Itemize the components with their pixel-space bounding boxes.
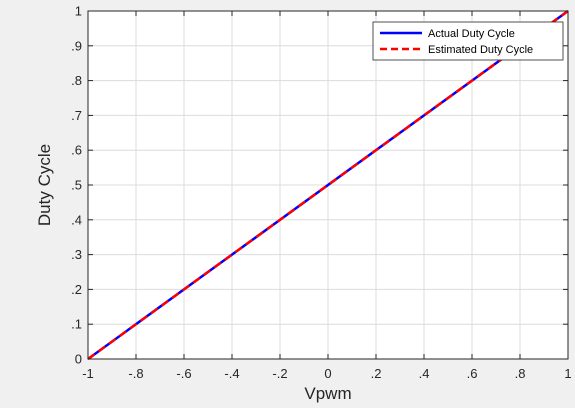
y-tick-label: .3 xyxy=(71,247,82,262)
x-axis-label: Vpwm xyxy=(304,384,351,403)
legend-label-actual: Actual Duty Cycle xyxy=(428,28,515,40)
series-line-estimated xyxy=(87,9,569,361)
series-lines xyxy=(87,9,569,361)
x-tick-label: 0 xyxy=(324,366,331,381)
axis-ticks: -1 -.8 -.6 -.4 -.2 0 .2 .4 .6 .8 1 0 .1 .2 .3 .4 .5 .6 .7.… xyxy=(71,4,571,382)
y-tick-label: .1 xyxy=(71,317,82,332)
x-tick-label: -.6 xyxy=(176,366,191,381)
x-tick-label: .2 xyxy=(371,366,382,381)
y-tick-label: .4 xyxy=(71,212,82,227)
y-tick-label: .5 xyxy=(71,178,82,193)
y-tick-label: .6 xyxy=(71,143,82,158)
x-tick-label: -.4 xyxy=(224,366,239,381)
y-tick-label: .2 xyxy=(71,282,82,297)
x-tick-label: 1 xyxy=(564,366,571,381)
legend-label-estimated: Estimated Duty Cycle xyxy=(428,44,533,56)
y-tick-label: 1 xyxy=(75,4,82,19)
y-tick-label: .7 xyxy=(71,108,82,123)
y-tick-label: .8 xyxy=(71,73,82,88)
x-tick-label: -.2 xyxy=(272,366,287,381)
x-tick-label: .4 xyxy=(419,366,430,381)
y-tick-label: .9 xyxy=(71,38,82,53)
x-tick-label: .8 xyxy=(515,366,526,381)
x-tick-label: -1 xyxy=(82,366,94,381)
x-tick-label: .6 xyxy=(467,366,478,381)
legend: Actual Duty Cycle Estimated Duty Cycle xyxy=(372,21,564,61)
legend-box xyxy=(372,21,564,61)
y-axis-label: Duty Cycle xyxy=(35,144,54,226)
y-tick-label: 0 xyxy=(75,352,82,367)
x-tick-label: -.8 xyxy=(128,366,143,381)
